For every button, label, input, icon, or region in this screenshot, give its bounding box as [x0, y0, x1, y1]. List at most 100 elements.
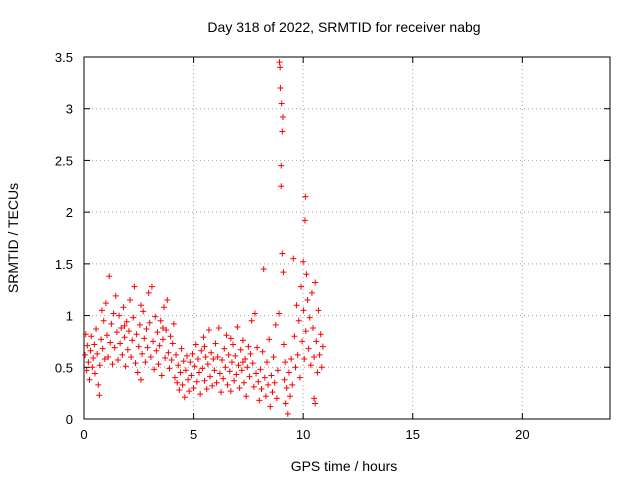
data-point-0-61 — [145, 289, 152, 296]
data-point-0-81 — [167, 333, 174, 340]
y-tick-label-4: 2 — [66, 205, 73, 220]
data-point-0-127 — [217, 389, 224, 396]
data-point-0-134 — [225, 351, 232, 358]
data-point-0-19 — [99, 345, 106, 352]
data-point-0-215 — [302, 328, 309, 335]
data-point-0-45 — [128, 353, 135, 360]
data-point-0-106 — [194, 356, 201, 363]
data-point-0-104 — [192, 341, 199, 348]
data-point-0-187 — [279, 128, 286, 135]
data-point-0-16 — [96, 362, 103, 369]
data-point-0-177 — [272, 321, 279, 328]
data-point-0-235 — [159, 324, 166, 331]
data-point-0-94 — [181, 394, 188, 401]
data-point-0-202 — [291, 333, 298, 340]
data-point-0-116 — [205, 327, 212, 334]
data-point-0-55 — [139, 350, 146, 357]
data-point-0-180 — [276, 310, 283, 317]
data-point-0-217 — [304, 297, 311, 304]
data-point-0-131 — [222, 364, 229, 371]
data-point-0-49 — [132, 360, 139, 367]
data-point-0-107 — [196, 369, 203, 376]
data-point-0-159 — [253, 370, 260, 377]
data-point-0-9 — [90, 354, 97, 361]
data-point-0-37 — [119, 351, 126, 358]
data-point-0-145 — [237, 346, 244, 353]
data-point-0-190 — [280, 269, 287, 276]
y-tick-label-0: 0 — [66, 412, 73, 427]
data-point-0-219 — [306, 314, 313, 321]
data-point-0-66 — [151, 366, 158, 373]
data-point-0-29 — [110, 310, 117, 317]
data-point-0-72 — [157, 317, 164, 324]
axis-ticks: 0 5 10 15 20 0 0.5 1 1.5 2 2.5 3 3.5 — [55, 50, 610, 442]
data-point-0-196 — [284, 410, 291, 417]
y-tick-label-1: 0.5 — [55, 360, 73, 375]
data-point-0-239 — [137, 302, 144, 309]
data-point-0-152 — [245, 343, 252, 350]
data-point-0-184 — [278, 162, 285, 169]
data-point-0-115 — [204, 361, 211, 368]
data-point-0-207 — [296, 374, 303, 381]
data-point-0-236 — [201, 343, 208, 350]
data-point-0-54 — [137, 376, 144, 383]
data-point-0-17 — [98, 336, 105, 343]
data-point-0-194 — [282, 400, 289, 407]
x-tick-label-3: 15 — [406, 427, 420, 442]
data-point-0-73 — [158, 372, 165, 379]
data-point-0-197 — [285, 369, 292, 376]
data-point-0-69 — [154, 329, 161, 336]
data-point-0-42 — [124, 346, 131, 353]
data-point-0-62 — [146, 319, 153, 326]
data-point-0-75 — [160, 304, 167, 311]
data-point-0-65 — [150, 338, 157, 345]
data-point-0-35 — [117, 340, 124, 347]
data-point-0-165 — [259, 348, 266, 355]
data-point-0-33 — [114, 357, 121, 364]
data-point-0-14 — [95, 381, 102, 388]
data-point-0-132 — [223, 332, 230, 339]
data-point-0-98 — [186, 388, 193, 395]
data-point-0-230 — [318, 364, 325, 371]
data-point-0-103 — [191, 363, 198, 370]
data-point-0-161 — [255, 378, 262, 385]
data-point-0-8 — [89, 364, 96, 371]
data-point-0-176 — [271, 379, 278, 386]
data-point-0-5 — [86, 376, 93, 383]
data-point-0-238 — [239, 359, 246, 366]
data-point-0-58 — [142, 359, 149, 366]
y-tick-label-5: 2.5 — [55, 153, 73, 168]
data-point-0-67 — [152, 313, 159, 320]
data-point-0-129 — [220, 375, 227, 382]
data-point-0-160 — [254, 344, 261, 351]
data-point-0-126 — [216, 370, 223, 377]
data-point-0-122 — [212, 340, 219, 347]
data-point-0-213 — [301, 217, 308, 224]
data-point-0-108 — [197, 391, 204, 398]
x-tick-label-1: 5 — [190, 427, 197, 442]
data-point-0-181 — [276, 59, 283, 66]
data-point-0-167 — [261, 374, 268, 381]
data-point-0-232 — [312, 400, 319, 407]
data-point-0-57 — [141, 335, 148, 342]
chart-title: Day 318 of 2022, SRMTID for receiver nab… — [207, 19, 480, 35]
data-point-0-90 — [177, 369, 184, 376]
data-point-0-212 — [301, 356, 308, 363]
data-point-0-0 — [82, 351, 89, 358]
data-point-0-123 — [213, 379, 220, 386]
data-point-0-206 — [295, 317, 302, 324]
data-point-0-125 — [215, 324, 222, 331]
data-point-0-22 — [102, 300, 109, 307]
data-point-0-46 — [129, 337, 136, 344]
data-point-0-60 — [144, 344, 151, 351]
data-point-0-109 — [198, 347, 205, 354]
data-point-0-163 — [257, 366, 264, 373]
data-point-0-155 — [248, 317, 255, 324]
data-point-0-191 — [280, 341, 287, 348]
data-point-0-210 — [300, 258, 307, 265]
data-point-0-223 — [311, 353, 318, 360]
data-point-0-169 — [264, 359, 271, 366]
data-point-0-171 — [266, 336, 273, 343]
data-point-0-227 — [315, 307, 322, 314]
data-point-0-179 — [274, 367, 281, 374]
